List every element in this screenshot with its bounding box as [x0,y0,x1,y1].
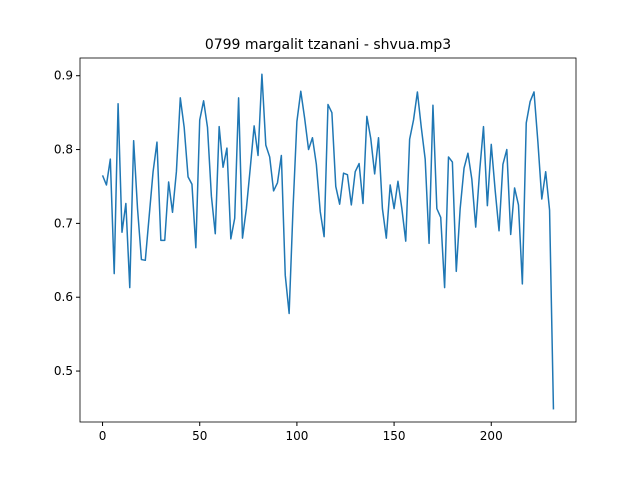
y-tick-label: 0.8 [54,143,73,157]
y-tick-label: 0.9 [54,69,73,83]
x-tick-label: 200 [480,429,503,443]
chart-title: 0799 margalit tzanani - shvua.mp3 [205,37,451,53]
x-tick-label: 0 [99,429,107,443]
x-tick-label: 100 [285,429,308,443]
plot-frame [79,57,577,423]
y-tick-label: 0.5 [54,364,73,378]
x-tick-label: 150 [383,429,406,443]
y-tick-label: 0.6 [54,290,73,304]
data-line [101,73,555,410]
y-tick-label: 0.7 [54,216,73,230]
x-tick-label: 50 [192,429,207,443]
